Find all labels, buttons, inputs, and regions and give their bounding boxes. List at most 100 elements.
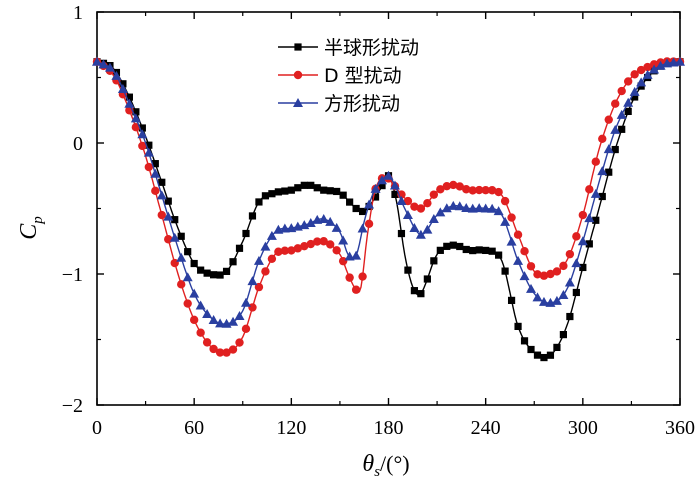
data-point — [222, 267, 231, 275]
x-axis-title-symbol: θ — [362, 451, 374, 477]
data-point — [307, 181, 315, 189]
legend-marker — [294, 43, 302, 51]
data-point — [533, 270, 542, 279]
data-point — [527, 345, 535, 354]
data-point — [501, 267, 509, 275]
data-point — [410, 202, 419, 211]
data-point — [506, 236, 517, 246]
data-point — [552, 267, 562, 276]
data-point — [546, 351, 555, 359]
data-point — [182, 272, 193, 282]
data-point — [119, 80, 127, 88]
data-point — [143, 147, 154, 157]
data-point — [428, 214, 439, 224]
data-point — [294, 184, 302, 192]
data-point — [519, 271, 530, 281]
data-point — [197, 266, 205, 274]
data-point — [631, 93, 639, 101]
data-point — [190, 259, 198, 268]
data-point — [572, 288, 580, 297]
data-point — [585, 240, 593, 248]
data-point — [287, 246, 296, 255]
data-point — [260, 241, 271, 251]
data-point — [623, 77, 633, 86]
data-point — [248, 212, 257, 220]
legend-marker — [293, 98, 303, 107]
data-point — [287, 186, 295, 194]
data-point — [130, 113, 141, 123]
data-point — [383, 170, 394, 180]
data-point — [584, 213, 595, 223]
data-point — [655, 60, 666, 70]
data-point — [488, 247, 496, 255]
data-point — [151, 186, 160, 196]
legend-item-hemisphere: 半球形扰动 — [278, 37, 419, 59]
data-point — [409, 222, 420, 232]
data-point — [474, 203, 485, 213]
data-point — [209, 344, 218, 354]
legend-label: D 型扰动 — [324, 65, 402, 87]
data-point — [598, 134, 607, 144]
data-point — [513, 230, 523, 239]
data-point — [351, 285, 361, 294]
data-point — [169, 232, 180, 242]
data-point — [150, 168, 161, 178]
data-point — [558, 289, 569, 299]
data-point — [137, 129, 148, 139]
data-point — [649, 64, 660, 74]
data-point — [92, 56, 102, 66]
data-point — [163, 211, 174, 221]
data-point — [132, 108, 140, 116]
data-point — [358, 272, 367, 281]
data-point — [585, 185, 594, 194]
data-point — [195, 300, 206, 310]
data-point — [151, 160, 159, 168]
plot-area: 0 60 120 180 240 300 360 1 0 −1 −2 — [62, 2, 695, 439]
y-axis-title: Cp — [16, 216, 46, 240]
data-point — [618, 125, 626, 133]
data-point — [229, 258, 237, 266]
data-point — [469, 246, 477, 255]
data-point — [210, 271, 218, 279]
data-point — [430, 257, 438, 265]
data-point — [462, 245, 470, 254]
data-point — [145, 141, 153, 149]
data-point — [403, 196, 413, 206]
data-point — [579, 263, 587, 272]
data-point — [603, 144, 614, 154]
y-axis-title-subscript: p — [30, 216, 46, 225]
data-point — [629, 86, 640, 96]
data-point — [378, 182, 386, 190]
data-point — [402, 210, 413, 220]
data-point — [604, 115, 613, 124]
data-point — [247, 276, 258, 286]
data-point — [417, 290, 425, 298]
data-point — [333, 187, 341, 196]
data-point — [300, 241, 309, 251]
data-point — [196, 328, 205, 337]
data-point — [481, 185, 490, 195]
data-point — [410, 287, 419, 295]
data-point — [592, 216, 600, 224]
data-point — [318, 213, 329, 223]
data-point — [605, 168, 613, 176]
data-point — [591, 157, 600, 166]
data-point — [124, 98, 135, 108]
data-point — [352, 204, 360, 213]
data-point — [242, 229, 250, 238]
data-point — [475, 246, 483, 254]
data-point — [397, 229, 406, 238]
data-point — [279, 223, 290, 233]
data-point — [138, 124, 146, 132]
data-point — [480, 203, 491, 213]
data-point — [429, 190, 439, 199]
data-point — [222, 348, 231, 357]
data-point — [235, 244, 244, 252]
data-point — [261, 267, 270, 276]
data-point — [240, 297, 251, 307]
data-point — [617, 86, 626, 96]
data-point — [507, 296, 516, 304]
legend-label: 半球形扰动 — [324, 37, 419, 59]
data-point — [422, 224, 433, 234]
